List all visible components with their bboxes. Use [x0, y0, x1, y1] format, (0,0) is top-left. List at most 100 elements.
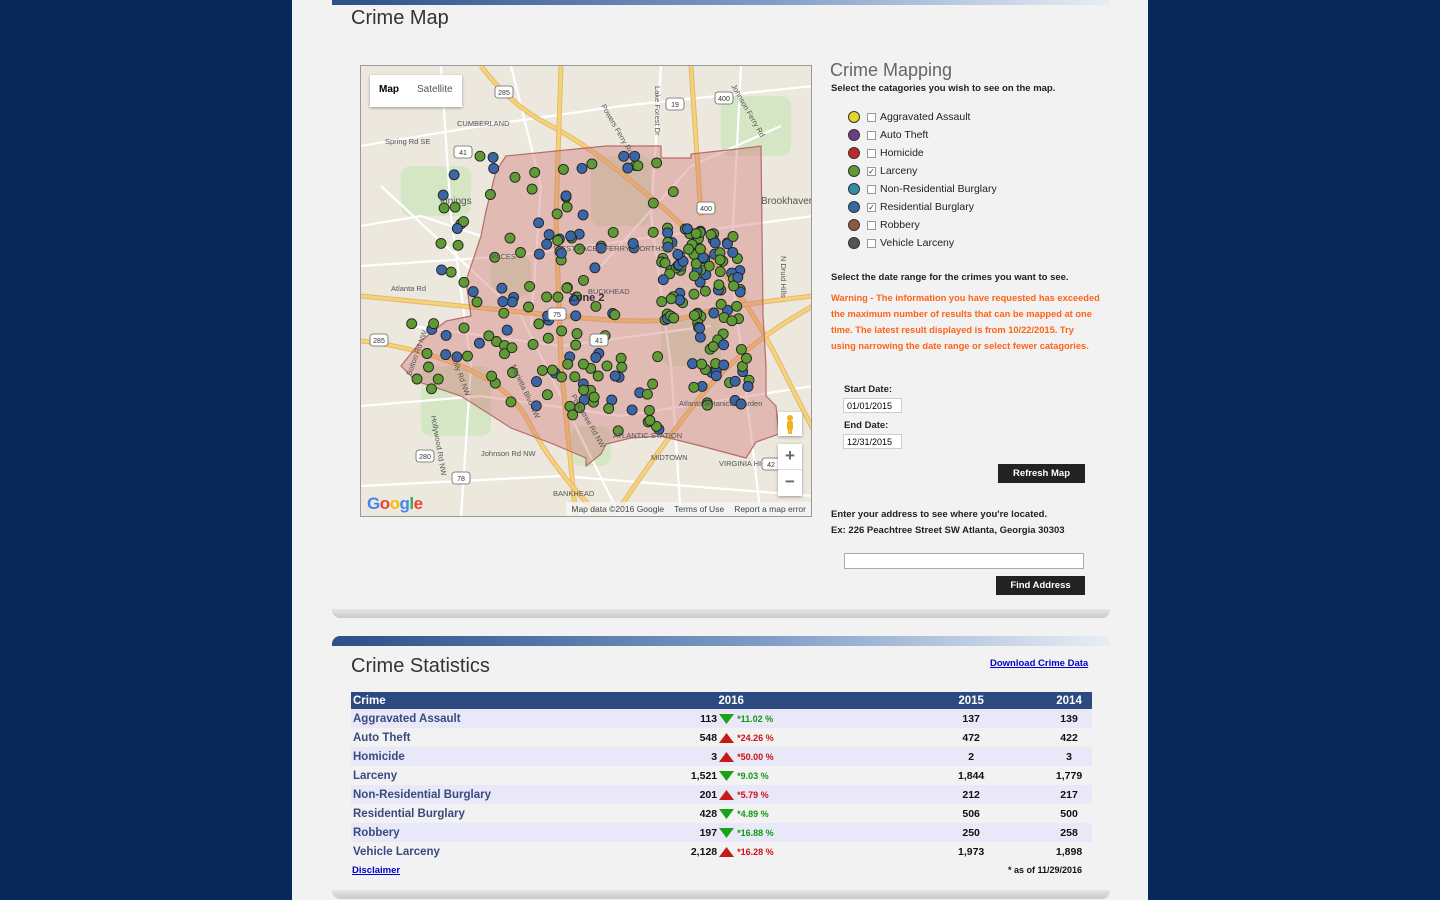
google-logo[interactable]: Google [367, 494, 423, 514]
larceny-marker [557, 163, 569, 175]
street-view-pegman-icon[interactable] [778, 412, 802, 436]
crime-statistics-title: Crime Statistics [351, 655, 490, 677]
larceny-marker [574, 243, 586, 255]
larceny-marker [507, 367, 518, 378]
larceny-marker [406, 318, 418, 330]
larceny-marker [435, 237, 447, 249]
cell-2016: 1,521 *9.03 % [566, 766, 897, 785]
cell-2016: 201 *5.79 % [566, 785, 897, 804]
larceny-marker [541, 291, 553, 303]
value-2014: 217 [1046, 785, 1092, 804]
crime-name: Vehicle Larceny [351, 842, 567, 861]
highway-shield-label: 19 [671, 102, 679, 109]
crime-name: Homicide [351, 747, 567, 766]
category-checkbox[interactable] [867, 220, 876, 230]
highway-shield-label: 400 [718, 96, 730, 103]
crime-mapping-title: Crime Mapping [830, 60, 953, 80]
residential-burglary-marker [732, 271, 744, 283]
cell-2016: 428 *4.89 % [566, 804, 897, 823]
map-tab[interactable]: Map [379, 84, 399, 95]
residential-burglary-marker [694, 331, 706, 343]
percent-change: 9.03 % [740, 770, 769, 781]
value-2015: 2 [896, 747, 1047, 766]
category-checkbox[interactable] [867, 184, 876, 194]
zoom-in-button[interactable]: + [778, 444, 802, 470]
highway-shield-icon [451, 471, 471, 485]
value-2014: 3 [1046, 747, 1092, 766]
residential-burglary-marker [687, 358, 698, 370]
end-date-field[interactable] [843, 434, 902, 449]
larceny-marker [665, 293, 677, 305]
highway-shield-icon [494, 85, 514, 99]
refresh-map-button[interactable]: Refresh Map [998, 464, 1085, 483]
pct-prefix: * [737, 827, 741, 838]
residential-burglary-marker [533, 248, 545, 260]
larceny-marker [603, 403, 615, 414]
report-map-error-link[interactable]: Report a map error [734, 504, 806, 514]
value-2016: 3 [711, 750, 718, 763]
larceny-marker [529, 166, 541, 178]
larceny-marker [652, 351, 664, 363]
satellite-tab[interactable]: Satellite [417, 84, 453, 95]
address-input[interactable] [844, 553, 1084, 569]
residential-burglary-marker [657, 274, 669, 286]
map-label: MIDTOWN [651, 453, 688, 462]
category-color-dot-icon [848, 237, 860, 249]
table-row: Non-Residential Burglary 201 *5.79 % 212 217 [351, 785, 1092, 804]
larceny-marker [498, 307, 510, 319]
terms-link[interactable]: Terms of Use [674, 504, 725, 514]
larceny-marker [471, 296, 483, 308]
map-canvas[interactable]: CUMBERLAND Spring Rd SE Vinings PACES WEST P… [361, 66, 812, 517]
download-crime-data-link[interactable]: Download Crime Data [990, 658, 1089, 669]
larceny-marker [690, 258, 702, 270]
residential-burglary-marker [681, 223, 693, 235]
map-label: N Druid Hills [779, 256, 788, 298]
trend-down-arrow-icon [719, 713, 735, 724]
larceny-marker [445, 266, 457, 278]
larceny-marker [561, 282, 573, 294]
residential-burglary-marker [530, 400, 542, 412]
larceny-marker [542, 332, 554, 344]
larceny-marker [486, 370, 498, 382]
larceny-marker [641, 388, 653, 400]
percent-change: 16.88 % [740, 827, 774, 838]
residential-burglary-marker [662, 227, 674, 239]
highway-shield-label: 285 [498, 90, 510, 97]
road [361, 385, 811, 418]
category-checkbox[interactable]: ✓ [867, 202, 876, 212]
crime-name: Auto Theft [351, 728, 567, 747]
residential-burglary-marker [467, 286, 479, 298]
percent-change: 50.00 % [740, 751, 774, 762]
category-checkbox[interactable] [867, 130, 876, 140]
find-address-button[interactable]: Find Address [996, 576, 1085, 595]
zoom-control: + − [778, 444, 802, 496]
category-label: Larceny [880, 165, 918, 177]
logo-letter: G [367, 494, 380, 513]
crime-name: Larceny [351, 766, 567, 785]
disclaimer-link[interactable]: Disclaimer [352, 865, 401, 876]
category-checkbox[interactable] [867, 238, 876, 248]
larceny-marker [452, 239, 464, 251]
as-of-note: * as of 11/29/2016 [1008, 865, 1083, 875]
category-item: Homicide [848, 144, 997, 162]
residential-burglary-marker [694, 322, 706, 334]
larceny-marker [526, 183, 538, 195]
category-checkbox[interactable] [867, 112, 876, 122]
residential-burglary-marker [448, 169, 460, 181]
map-label: Zone 2 [569, 292, 604, 304]
value-2015: 212 [896, 785, 1047, 804]
category-checkbox[interactable]: ✓ [867, 166, 876, 176]
residential-burglary-marker [440, 349, 452, 361]
residential-burglary-marker [727, 246, 739, 258]
value-2016: 2,128 [690, 845, 718, 858]
residential-burglary-marker [570, 310, 582, 322]
value-2015: 137 [896, 709, 1047, 728]
larceny-marker [489, 251, 501, 263]
crime-map[interactable]: CUMBERLAND Spring Rd SE Vinings PACES WEST P… [360, 65, 812, 517]
larceny-marker [556, 325, 568, 337]
category-checkbox[interactable] [867, 148, 876, 158]
residential-burglary-marker [729, 375, 741, 387]
start-date-field[interactable] [843, 398, 902, 413]
larceny-marker [741, 352, 752, 364]
zoom-out-button[interactable]: − [785, 472, 795, 491]
